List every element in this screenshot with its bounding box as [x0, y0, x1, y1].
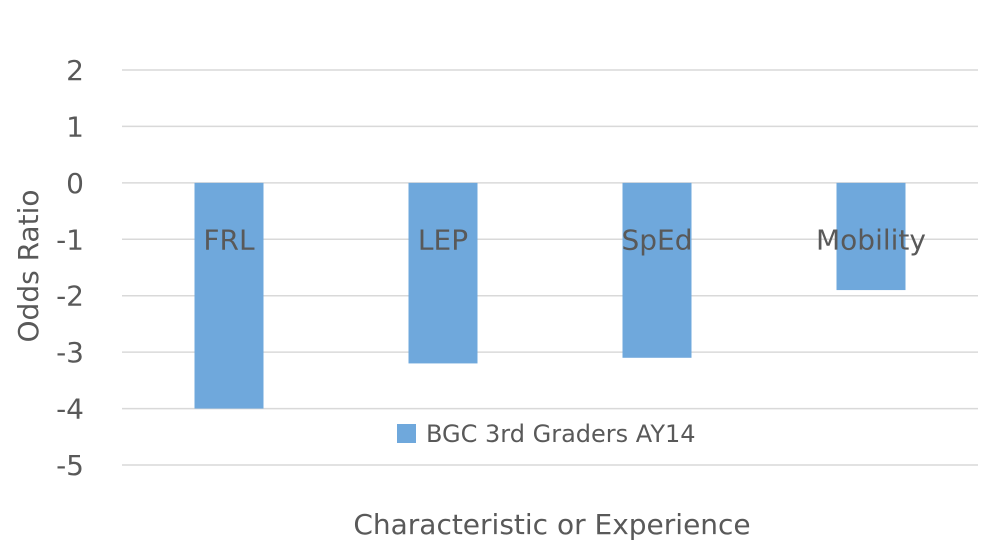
bar-frl — [194, 182, 264, 409]
y-tick-label: -3 — [56, 336, 84, 369]
y-tick-label: -4 — [56, 393, 84, 426]
bars — [194, 182, 906, 409]
bar-lep — [408, 182, 478, 364]
y-tick-label: -2 — [56, 280, 84, 313]
bar-mobility — [836, 182, 906, 291]
y-axis-ticks: 2 1 0 -1 -2 -3 -4 -5 — [56, 54, 84, 482]
y-tick-label: -1 — [56, 223, 84, 256]
y-tick-label: 2 — [66, 54, 84, 87]
gridlines — [122, 69, 978, 466]
legend: BGC 3rd Graders AY14 — [397, 420, 696, 448]
y-tick-label: -5 — [56, 449, 84, 482]
legend-swatch — [397, 424, 416, 443]
x-axis-title: Characteristic or Experience — [353, 508, 750, 541]
bar-sped — [622, 182, 692, 358]
y-tick-label: 1 — [66, 110, 84, 143]
y-axis-title: Odds Ratio — [12, 190, 45, 343]
category-label-lep: LEP — [418, 223, 468, 256]
category-label-mobility: Mobility — [816, 223, 926, 256]
category-label-sped: SpEd — [621, 223, 692, 256]
category-labels: FRL LEP SpEd Mobility — [203, 223, 926, 256]
y-tick-label: 0 — [66, 167, 84, 200]
category-label-frl: FRL — [203, 223, 255, 256]
legend-label: BGC 3rd Graders AY14 — [426, 420, 696, 448]
